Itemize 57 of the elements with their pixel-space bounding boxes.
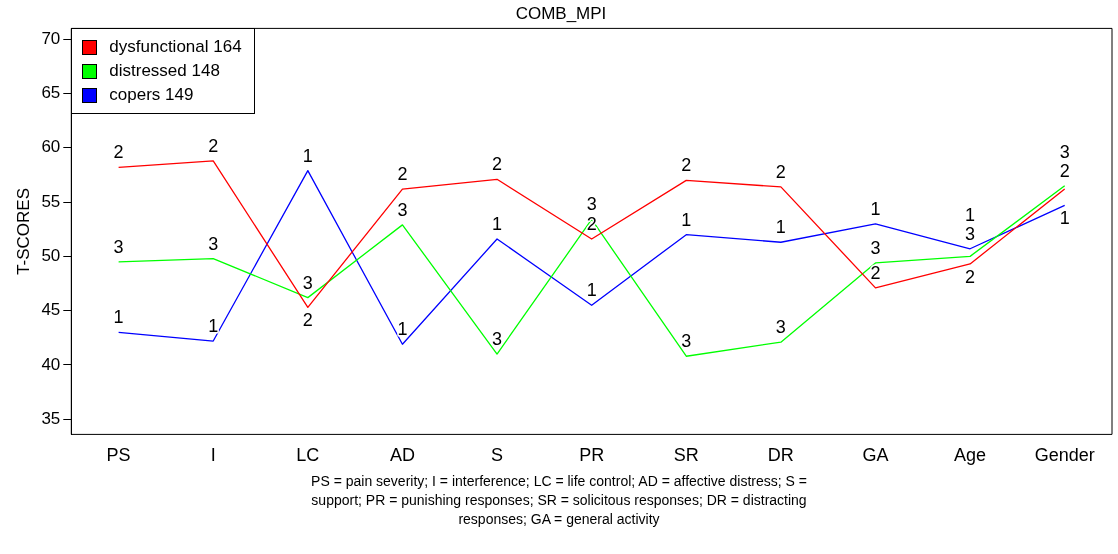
- annotation: 3: [965, 223, 976, 244]
- annotation: 2: [681, 155, 692, 176]
- y-tick-label: 45: [41, 300, 61, 320]
- annotation: 2: [397, 164, 408, 185]
- y-tick-label: 40: [41, 354, 61, 374]
- annotation: 3: [681, 331, 692, 352]
- annotation: 3: [1059, 141, 1070, 162]
- y-axis-title: T-SCORES: [13, 187, 33, 275]
- annotation: 1: [1059, 208, 1070, 229]
- x-tick-label: S: [491, 445, 504, 466]
- annotation: 2: [1059, 160, 1070, 181]
- x-tick-label: I: [210, 445, 216, 466]
- legend-label: distressed 148: [109, 61, 220, 82]
- x-tick-label: AD: [389, 445, 415, 466]
- chart-title: COMB_MPI: [515, 3, 607, 23]
- annotation: 3: [302, 272, 313, 293]
- annotation: 3: [870, 237, 881, 258]
- legend-label: copers 149: [109, 85, 194, 106]
- annotation: 2: [492, 154, 503, 175]
- annotation: 3: [586, 194, 597, 215]
- y-tick-label: 35: [41, 408, 61, 428]
- legend-label: dysfunctional 164: [109, 37, 242, 58]
- x-tick-label: LC: [296, 445, 320, 466]
- annotation: 1: [775, 217, 786, 238]
- y-tick-label: 65: [41, 83, 61, 103]
- y-tick-label: 60: [41, 137, 61, 157]
- annotation: 1: [870, 198, 881, 219]
- annotation: 3: [113, 236, 124, 257]
- annotation: 2: [775, 161, 786, 182]
- x-tick-label: DR: [767, 445, 794, 466]
- annotation: 1: [681, 209, 692, 230]
- x-tick-label: SR: [673, 445, 699, 466]
- annotation: 3: [397, 199, 408, 220]
- annotation: 2: [965, 266, 976, 287]
- text: PS = pain severity; I = interference; LC = life control; AD = affective distress; S = support; PR = punishing responses; SR = solicitous responses; DR = distracting responses; GA = general activity: [310, 472, 808, 529]
- x-tick-label: Gender: [1034, 445, 1095, 466]
- x-tick-label: Age: [954, 445, 987, 466]
- annotation: 3: [492, 329, 503, 350]
- annotation: 3: [208, 233, 219, 254]
- x-tick-label: PR: [579, 445, 605, 466]
- annotation: 2: [113, 142, 124, 163]
- x-tick-label: PS: [106, 445, 131, 466]
- annotation: 1: [965, 204, 976, 225]
- annotation: 1: [208, 316, 219, 337]
- annotation: 1: [113, 307, 124, 328]
- annotation: 2: [302, 310, 313, 331]
- annotation: 2: [208, 135, 219, 156]
- annotation: 1: [302, 145, 313, 166]
- annotation: 1: [397, 319, 408, 340]
- y-tick-label: 70: [41, 28, 61, 48]
- annotation: 1: [586, 280, 597, 301]
- y-tick-label: 55: [41, 191, 61, 211]
- annotation: 2: [870, 262, 881, 283]
- annotation: 3: [775, 317, 786, 338]
- x-tick-label: GA: [862, 445, 889, 466]
- y-tick-label: 50: [41, 246, 61, 266]
- annotation: 1: [492, 213, 503, 234]
